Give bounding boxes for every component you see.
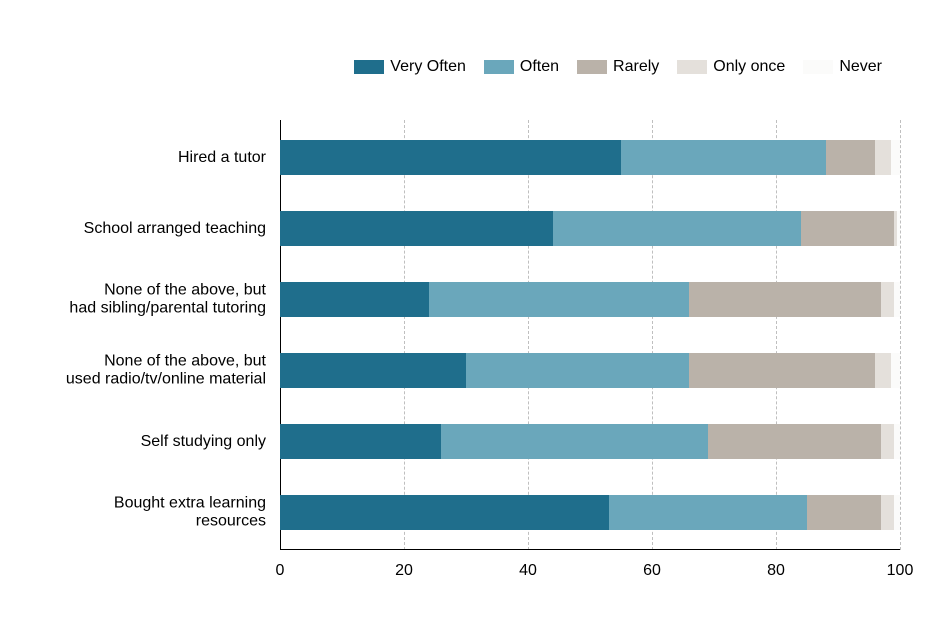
bar-segment bbox=[441, 424, 708, 459]
y-tick-label: None of the above, butused radio/tv/onli… bbox=[66, 352, 266, 389]
y-tick-label: School arranged teaching bbox=[84, 219, 266, 237]
y-tick-label-line: Hired a tutor bbox=[178, 148, 266, 166]
x-tick-label: 40 bbox=[519, 562, 537, 580]
bar-segment bbox=[897, 211, 900, 246]
y-tick-label-line: resources bbox=[114, 513, 266, 531]
bar-segment bbox=[894, 424, 900, 459]
x-gridline bbox=[900, 120, 901, 550]
bar-segment bbox=[280, 211, 553, 246]
legend-swatch bbox=[803, 60, 833, 74]
bar-segment bbox=[466, 353, 689, 388]
y-tick-label-line: None of the above, but bbox=[69, 281, 266, 299]
bar-segment bbox=[553, 211, 801, 246]
legend-label: Never bbox=[839, 58, 882, 76]
bar-segment bbox=[280, 282, 429, 317]
legend-swatch bbox=[577, 60, 607, 74]
legend-item: Never bbox=[803, 58, 882, 76]
bar-segment bbox=[894, 495, 900, 530]
bar-segment bbox=[689, 282, 881, 317]
bar-segment bbox=[891, 140, 900, 175]
y-tick-label: Bought extra learningresources bbox=[114, 494, 266, 531]
bar-segment bbox=[429, 282, 689, 317]
x-tick-label: 60 bbox=[643, 562, 661, 580]
bar-segment bbox=[801, 211, 894, 246]
x-gridline bbox=[776, 120, 777, 550]
bar-segment bbox=[881, 282, 893, 317]
y-tick-label: None of the above, buthad sibling/parent… bbox=[69, 281, 266, 318]
stacked-bar-chart: 0 20 40 60 80 100 Hired a tutor School arranged… bbox=[0, 0, 936, 622]
x-gridline bbox=[528, 120, 529, 550]
bar-segment bbox=[280, 353, 466, 388]
bar-segment bbox=[875, 140, 891, 175]
y-tick-label-line: School arranged teaching bbox=[84, 219, 266, 237]
legend-item: Often bbox=[484, 58, 559, 76]
x-tick-label: 100 bbox=[887, 562, 914, 580]
x-tick-label: 20 bbox=[395, 562, 413, 580]
bar-row bbox=[280, 282, 900, 317]
bar-row bbox=[280, 211, 900, 246]
legend-label: Rarely bbox=[613, 58, 659, 76]
bar-segment bbox=[280, 495, 609, 530]
y-tick-label-line: had sibling/parental tutoring bbox=[69, 300, 266, 318]
bar-segment bbox=[875, 353, 891, 388]
bar-segment bbox=[280, 424, 441, 459]
bar-segment bbox=[894, 282, 900, 317]
bar-segment bbox=[881, 495, 893, 530]
legend-item: Rarely bbox=[577, 58, 659, 76]
bar-row bbox=[280, 495, 900, 530]
legend-item: Very Often bbox=[354, 58, 466, 76]
legend: Very Often Often Rarely Only once Never bbox=[354, 58, 900, 76]
y-tick-label-line: None of the above, but bbox=[66, 352, 266, 370]
legend-label: Very Often bbox=[390, 58, 466, 76]
bar-segment bbox=[881, 424, 893, 459]
bar-row bbox=[280, 353, 900, 388]
bar-row bbox=[280, 140, 900, 175]
bar-segment bbox=[826, 140, 876, 175]
y-tick-label-line: used radio/tv/online material bbox=[66, 371, 266, 389]
legend-item: Only once bbox=[677, 58, 785, 76]
bar-segment bbox=[891, 353, 900, 388]
x-gridline bbox=[652, 120, 653, 550]
bar-row bbox=[280, 424, 900, 459]
bar-segment bbox=[621, 140, 826, 175]
y-axis-line bbox=[280, 120, 281, 550]
y-tick-label: Self studying only bbox=[141, 432, 266, 450]
legend-swatch bbox=[484, 60, 514, 74]
legend-label: Only once bbox=[713, 58, 785, 76]
x-tick-label: 80 bbox=[767, 562, 785, 580]
legend-swatch bbox=[677, 60, 707, 74]
x-axis-line bbox=[280, 549, 900, 550]
bar-segment bbox=[689, 353, 875, 388]
y-tick-label-line: Bought extra learning bbox=[114, 494, 266, 512]
bar-segment bbox=[807, 495, 881, 530]
bar-segment bbox=[708, 424, 882, 459]
bar-segment bbox=[609, 495, 807, 530]
x-gridline bbox=[404, 120, 405, 550]
bar-segment bbox=[280, 140, 621, 175]
plot-area bbox=[280, 120, 900, 550]
legend-swatch bbox=[354, 60, 384, 74]
x-tick-label: 0 bbox=[276, 562, 285, 580]
legend-label: Often bbox=[520, 58, 559, 76]
y-tick-label: Hired a tutor bbox=[178, 148, 266, 166]
y-tick-label-line: Self studying only bbox=[141, 432, 266, 450]
